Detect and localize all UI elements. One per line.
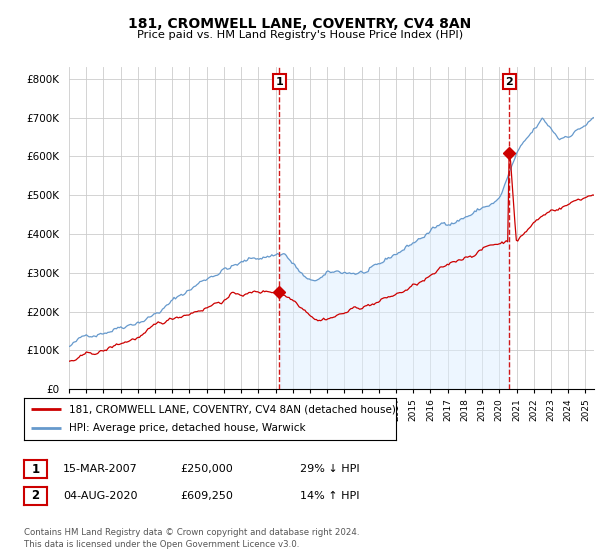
Text: Contains HM Land Registry data © Crown copyright and database right 2024.
This d: Contains HM Land Registry data © Crown c… bbox=[24, 528, 359, 549]
Text: HPI: Average price, detached house, Warwick: HPI: Average price, detached house, Warw… bbox=[68, 423, 305, 433]
Text: 04-AUG-2020: 04-AUG-2020 bbox=[63, 491, 137, 501]
Text: 1: 1 bbox=[275, 77, 283, 87]
Text: 15-MAR-2007: 15-MAR-2007 bbox=[63, 464, 138, 474]
Text: 29% ↓ HPI: 29% ↓ HPI bbox=[300, 464, 359, 474]
Text: 1: 1 bbox=[31, 463, 40, 476]
Text: 181, CROMWELL LANE, COVENTRY, CV4 8AN (detached house): 181, CROMWELL LANE, COVENTRY, CV4 8AN (d… bbox=[68, 404, 395, 414]
Text: 2: 2 bbox=[31, 489, 40, 502]
Text: 181, CROMWELL LANE, COVENTRY, CV4 8AN: 181, CROMWELL LANE, COVENTRY, CV4 8AN bbox=[128, 17, 472, 31]
Text: 2: 2 bbox=[506, 77, 514, 87]
Text: £250,000: £250,000 bbox=[180, 464, 233, 474]
Text: Price paid vs. HM Land Registry's House Price Index (HPI): Price paid vs. HM Land Registry's House … bbox=[137, 30, 463, 40]
Text: 14% ↑ HPI: 14% ↑ HPI bbox=[300, 491, 359, 501]
Text: £609,250: £609,250 bbox=[180, 491, 233, 501]
